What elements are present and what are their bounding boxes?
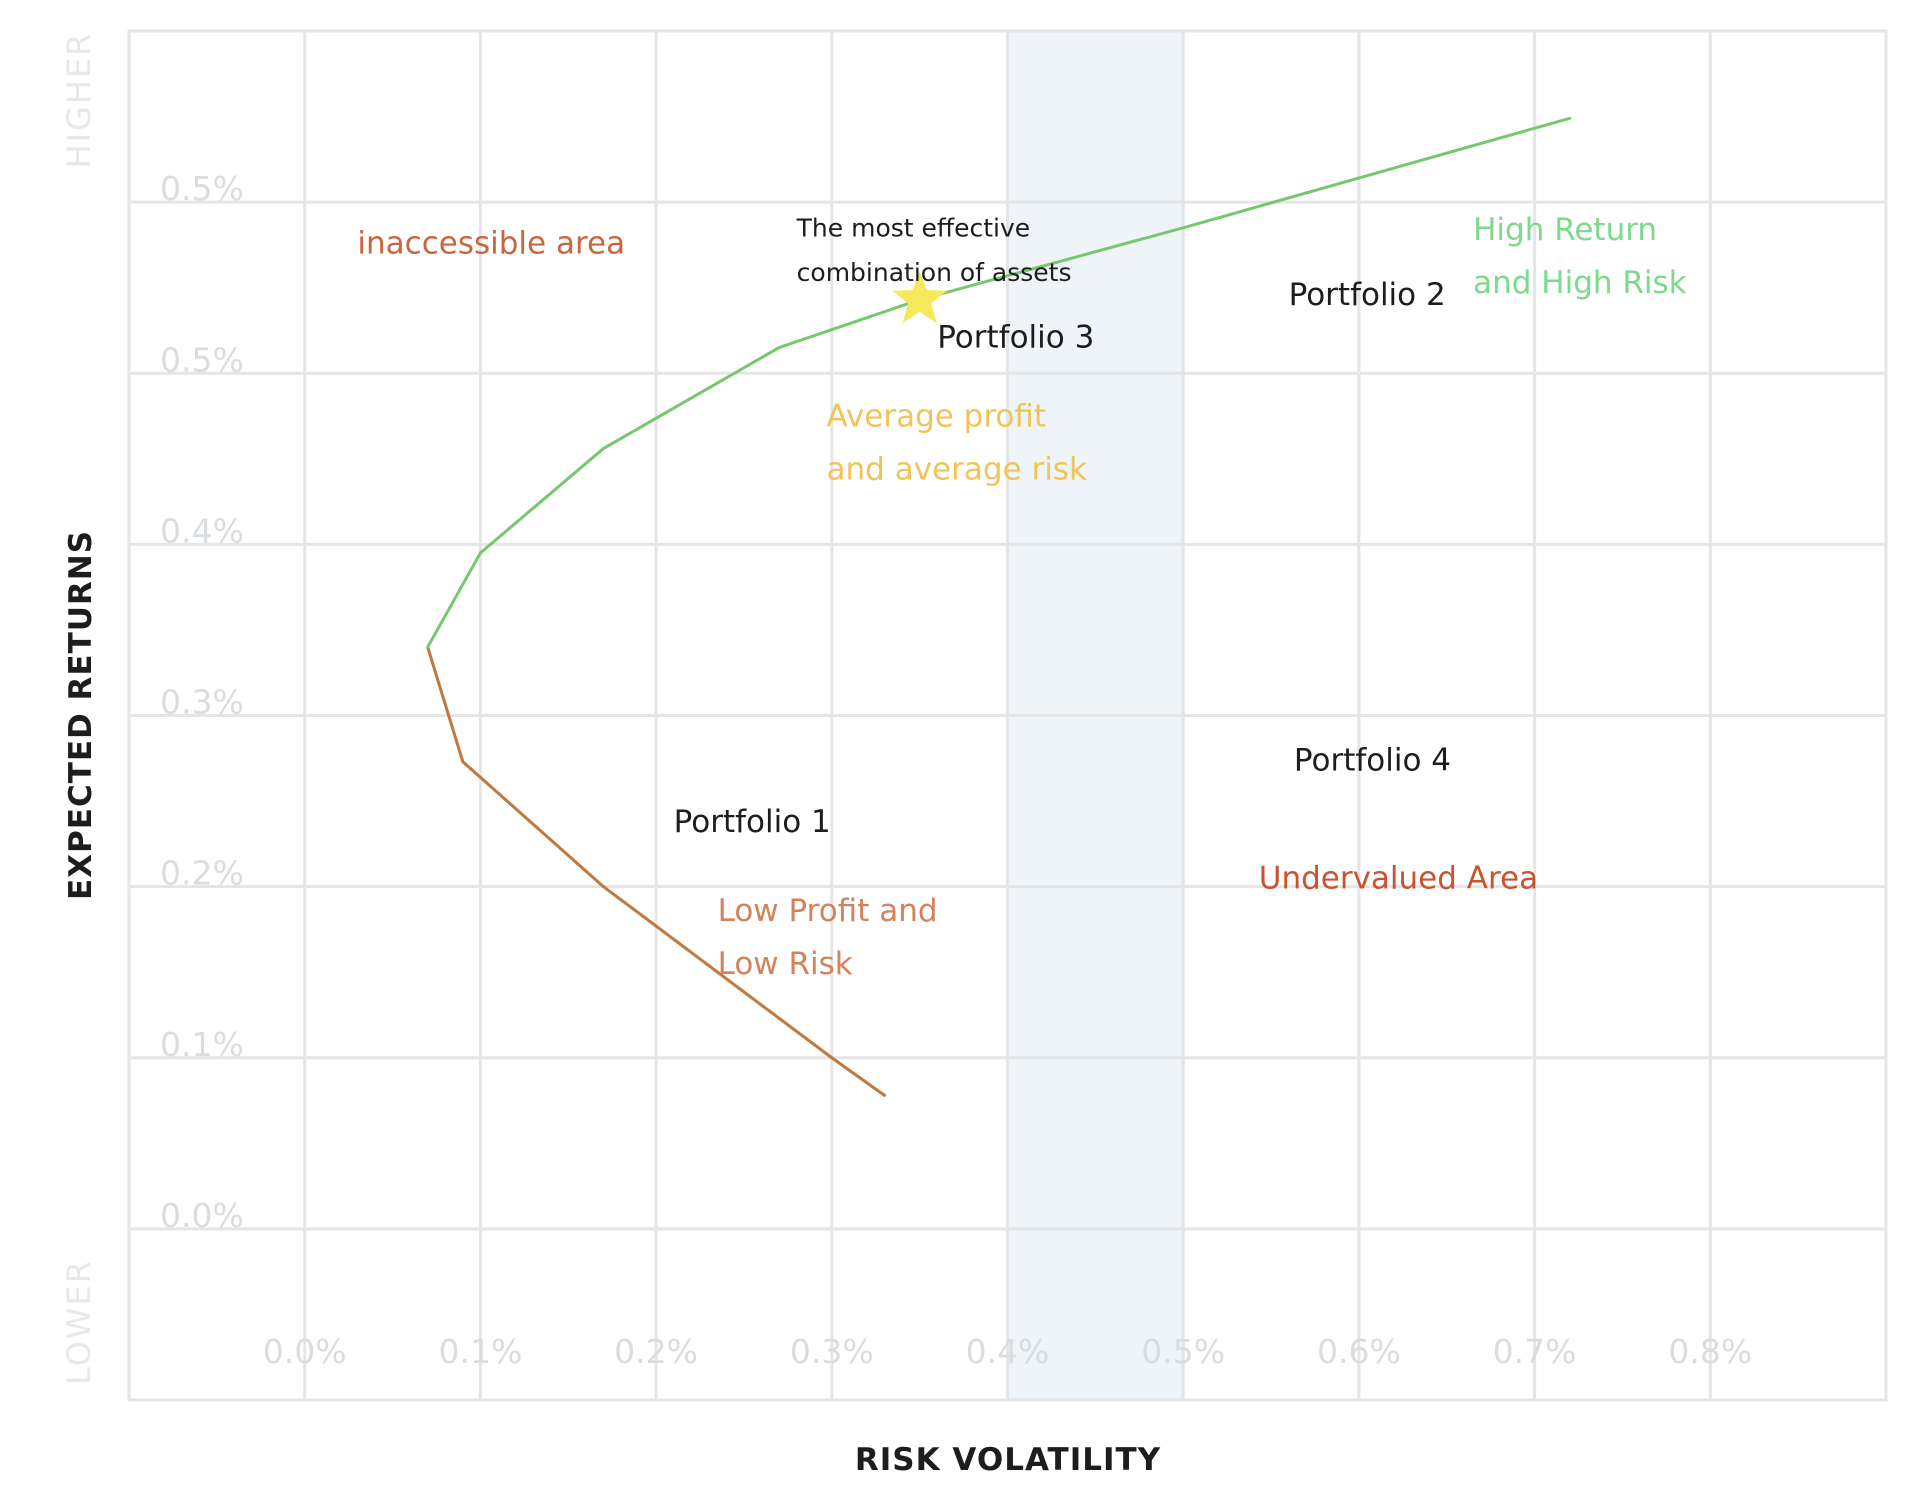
y-axis-title: EXPECTED RETURNS [63, 530, 99, 900]
y-tick-label: 0.5% [160, 169, 244, 208]
y-tick-label: 0.5% [160, 340, 244, 379]
y-axis-higher-label: HIGHER [60, 32, 98, 169]
y-tick-label: 0.3% [160, 683, 244, 722]
grid-lines [129, 31, 1886, 1400]
y-tick-label: 0.4% [160, 511, 244, 550]
annotation-label: Average profit [827, 398, 1047, 434]
x-tick-label: 0.1% [438, 1332, 522, 1371]
annotation-label: Low Profit and [718, 893, 938, 929]
x-tick-label: 0.2% [614, 1332, 698, 1371]
annotation-label: combination of assets [797, 258, 1072, 287]
annotation-label: Portfolio 4 [1294, 742, 1451, 778]
y-tick-label: 0.0% [160, 1196, 244, 1235]
annotation-label: and High Risk [1473, 265, 1687, 301]
x-axis-title: RISK VOLATILITY [855, 1442, 1161, 1478]
y-axis-lower-label: LOWER [60, 1259, 98, 1385]
series-lines [426, 116, 1572, 1097]
y-tick-labels: 0.0% 0.1% 0.2% 0.3% 0.4% 0.5% 0.5% [160, 169, 244, 1235]
x-tick-label: 0.8% [1668, 1332, 1752, 1371]
annotation-label: inaccessible area [357, 225, 625, 261]
y-tick-label: 0.1% [160, 1025, 244, 1064]
x-tick-label: 0.3% [790, 1332, 874, 1371]
x-tick-label: 0.5% [1141, 1332, 1225, 1371]
annotation-label: Portfolio 1 [674, 804, 831, 840]
plot-border [127, 29, 1888, 1402]
annotation-label: High Return [1473, 212, 1657, 248]
annotation-label: Portfolio 2 [1289, 277, 1446, 313]
x-tick-label: 0.7% [1493, 1332, 1577, 1371]
annotation-label: and average risk [827, 451, 1087, 487]
y-tick-label: 0.2% [160, 854, 244, 893]
x-tick-label: 0.6% [1317, 1332, 1401, 1371]
star-marker [892, 270, 948, 324]
x-tick-label: 0.4% [966, 1332, 1050, 1371]
x-tick-labels: 0.0% 0.1% 0.2% 0.3% 0.4% 0.5% 0.6% 0.7% 0.8% [263, 1332, 1752, 1371]
annotation-label: Undervalued Area [1259, 860, 1538, 896]
annotation-label: Low Risk [718, 946, 853, 982]
chart-annotations: inaccessible area The most effective combi… [357, 212, 1686, 982]
annotation-label: Portfolio 3 [937, 320, 1094, 356]
x-tick-label: 0.0% [263, 1332, 347, 1371]
series-line [426, 116, 1572, 649]
chart-markers [892, 270, 948, 324]
series-line [426, 645, 887, 1097]
annotation-label: The most effective [796, 213, 1031, 242]
